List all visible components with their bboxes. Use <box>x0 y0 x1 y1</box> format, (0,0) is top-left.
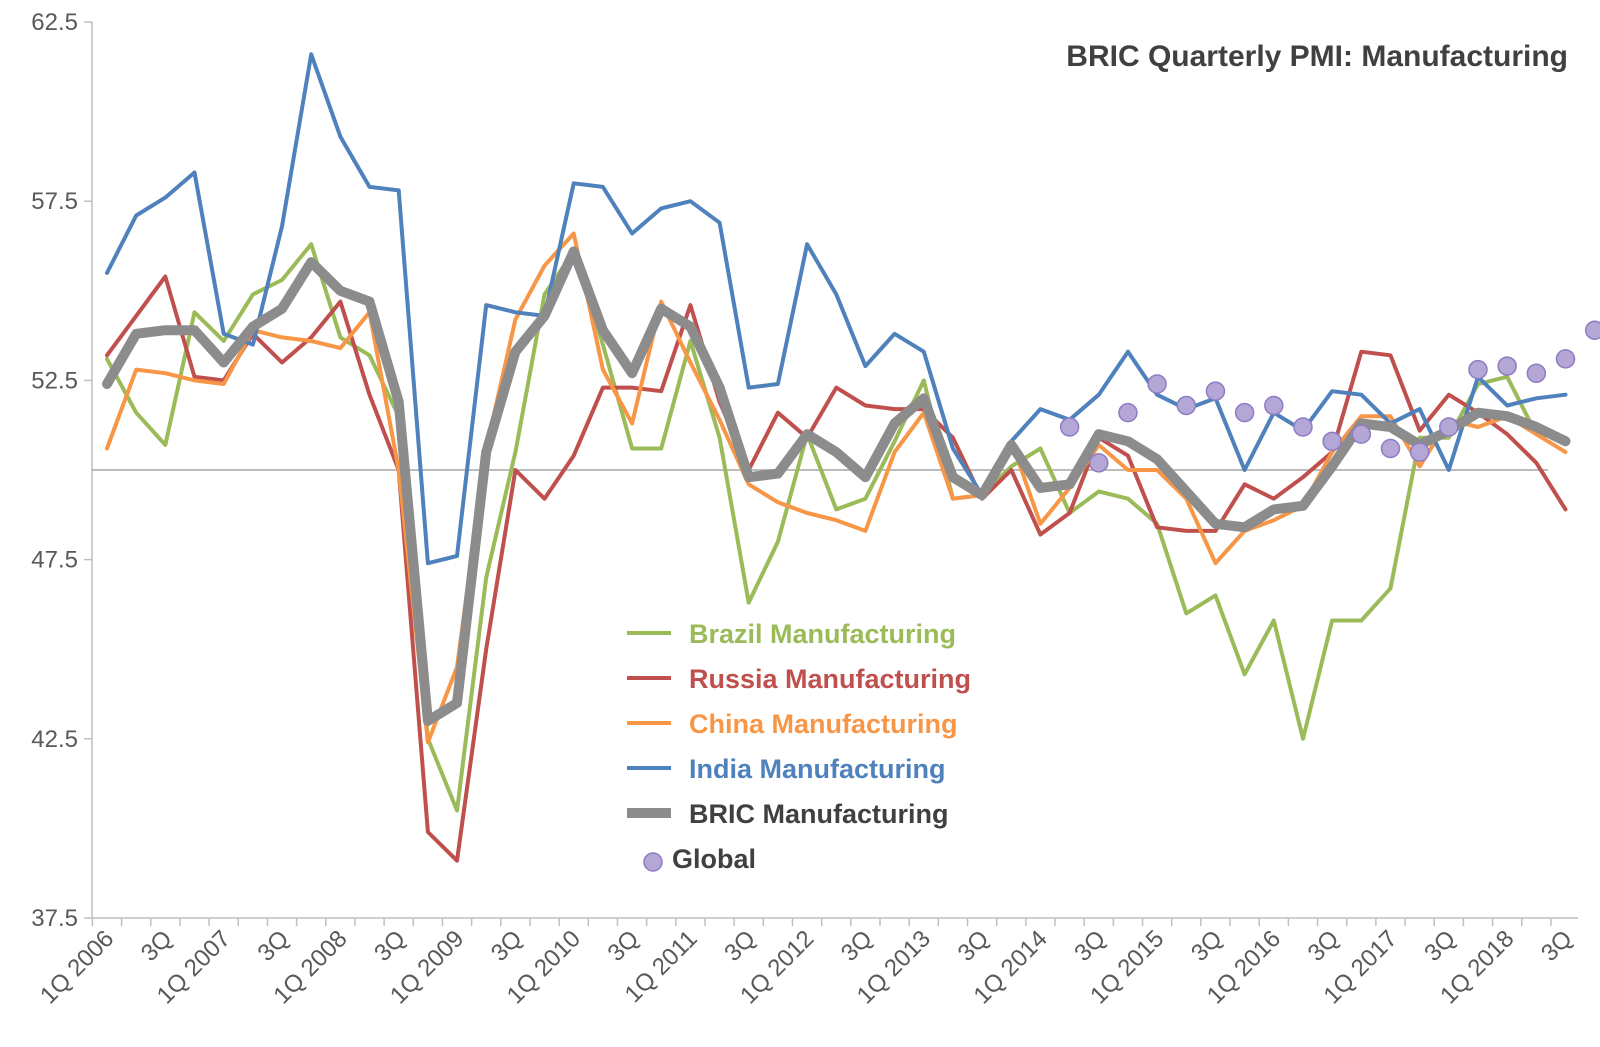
global-point <box>1380 438 1401 459</box>
x-tick-label: 3Q <box>836 925 878 967</box>
global-point <box>1584 320 1600 340</box>
global-point <box>1439 417 1459 437</box>
global-point <box>1351 424 1372 444</box>
global-point <box>1497 356 1517 376</box>
brazil-manufacturing-line <box>105 242 1568 813</box>
bric-manufacturing-line <box>102 246 1571 726</box>
y-tick-label: 62.5 <box>31 9 78 36</box>
legend-item-china-manufacturing: China Manufacturing <box>627 709 958 739</box>
global-point <box>1293 417 1313 437</box>
global-point <box>1264 395 1284 416</box>
global-point <box>1409 442 1430 462</box>
global-point <box>1118 402 1138 423</box>
x-tick-label: 3Q <box>486 925 528 967</box>
legend-item-brazil-manufacturing: Brazil Manufacturing <box>627 619 956 649</box>
x-tick-label: 3Q <box>369 925 411 967</box>
y-tick-label: 57.5 <box>31 188 78 215</box>
global-point <box>1147 374 1167 394</box>
legend-swatch <box>643 852 663 872</box>
legend-label: Global <box>672 844 756 874</box>
global-point <box>1555 349 1576 369</box>
global-point <box>1205 381 1226 401</box>
global-point <box>1176 395 1197 416</box>
x-tick-label: 3Q <box>603 925 645 967</box>
legend-item-russia-manufacturing: Russia Manufacturing <box>627 664 971 694</box>
legend-label: India Manufacturing <box>689 754 946 784</box>
legend-label: Brazil Manufacturing <box>689 619 956 649</box>
x-tick-label: 3Q <box>1303 925 1345 967</box>
x-tick-label: 3Q <box>1069 925 1111 967</box>
x-tick-label: 3Q <box>1419 925 1461 967</box>
chart-legend: Brazil Manufacturing Russia Manufacturing… <box>627 619 971 874</box>
x-tick-label: 3Q <box>136 925 178 967</box>
global-point <box>1322 431 1342 452</box>
global-point <box>1526 363 1547 383</box>
y-tick-label: 52.5 <box>31 367 78 394</box>
global-point <box>1234 402 1255 423</box>
china-manufacturing-line <box>105 231 1568 745</box>
x-tick-label: 3Q <box>1536 925 1578 967</box>
x-tick-label: 3Q <box>953 925 995 967</box>
legend-item-bric-manufacturing: BRIC Manufacturing <box>627 799 949 829</box>
global-point <box>1059 417 1080 437</box>
y-tick-label: 47.5 <box>31 547 78 574</box>
series-layer <box>102 52 1600 863</box>
x-tick-label: 3Q <box>719 925 761 967</box>
x-tick-label: 1Q 2006 <box>35 925 119 1009</box>
x-tick-label: 3Q <box>253 925 295 967</box>
russia-manufacturing-line <box>105 274 1568 863</box>
legend-label: BRIC Manufacturing <box>689 799 949 829</box>
legend-item-india-manufacturing: India Manufacturing <box>627 754 946 784</box>
y-tick-label: 37.5 <box>31 905 78 932</box>
x-tick-label: 3Q <box>1186 925 1228 967</box>
legend-label: China Manufacturing <box>689 709 958 739</box>
global-point <box>1468 359 1488 380</box>
india-manufacturing-line <box>105 52 1568 566</box>
y-tick-label: 42.5 <box>31 726 78 753</box>
global-point <box>1089 453 1109 473</box>
global-points <box>1059 320 1600 473</box>
chart-title: BRIC Quarterly PMI: Manufacturing <box>1066 40 1568 73</box>
legend-label: Russia Manufacturing <box>689 664 971 694</box>
legend-item-global: Global <box>643 844 756 874</box>
